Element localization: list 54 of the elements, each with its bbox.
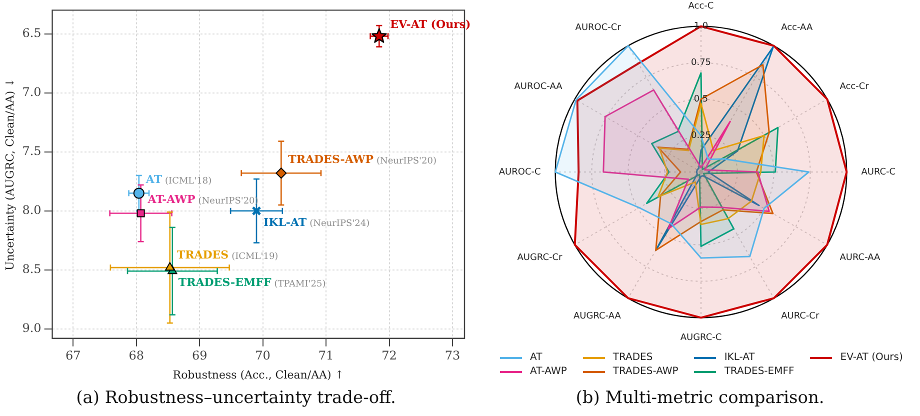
y-tick-label: 8.5 (22, 262, 42, 276)
point (276, 168, 287, 179)
series-label: TRADES-EMFF (178, 276, 272, 289)
series-label: IKL-AT (263, 216, 308, 229)
legend-label: AT (530, 352, 542, 363)
y-axis-title: Uncertainty (AUGRC, Clean/AA) ↓ (3, 78, 16, 270)
annotation: (NeurIPS'24) (310, 219, 370, 230)
legend-label: AT-AWP (530, 366, 567, 377)
spoke-label: AUROC-Cr (575, 23, 622, 34)
legend-label: IKL-AT (724, 352, 755, 363)
series-label: AT (144, 173, 163, 186)
point (133, 188, 144, 199)
spoke-label: AUROC-AA (514, 82, 564, 92)
y-tick-label: 1.0 (694, 22, 708, 32)
x-tick-label: 69 (192, 348, 208, 363)
y-tick-label: 7.0 (22, 84, 42, 99)
x-tick-label: 73 (444, 348, 460, 363)
y-tick-label: 6.5 (22, 26, 42, 40)
annotation: (TPAMI'25) (274, 279, 326, 290)
spoke-label: Acc-Cr (840, 82, 870, 92)
spoke-label: AUGRC-AA (573, 311, 622, 322)
spoke-label: AUROC-C (498, 167, 541, 178)
x-tick-label: 67 (66, 348, 81, 363)
series-label: AT-AWP (146, 193, 196, 206)
legend-label: TRADES-AWP (612, 366, 678, 377)
text: (a) Robustness–uncertainty trade-off. (75, 388, 397, 408)
annotation: (ICML'18) (165, 176, 212, 187)
series-label: TRADES-AWP (288, 152, 374, 166)
y-tick-label: 7.5 (22, 144, 42, 158)
x-tick-label: 71 (318, 348, 334, 363)
legend-label: EV-AT (Ours) (840, 352, 903, 363)
x-axis-title: Robustness (Acc., Clean/AA) ↑ (172, 368, 344, 382)
text: (b) Multi-metric comparison. (574, 388, 826, 408)
point (371, 28, 387, 43)
spoke-label: Acc-AA (781, 23, 814, 34)
spoke-label: AUGRC-C (680, 332, 722, 343)
point (165, 262, 175, 271)
y-tick-label: 0.75 (690, 58, 712, 68)
spoke-label: Acc-C (688, 2, 714, 12)
annotation: (NeurIPS'20) (376, 156, 436, 166)
legend-label: TRADES-EMFF (724, 366, 794, 377)
spoke-label: AURC-C (861, 167, 896, 178)
spoke-label: AURC-Cr (781, 311, 820, 322)
point (252, 206, 262, 216)
x-tick-label: 68 (128, 348, 144, 363)
y-tick-label: 9.0 (22, 321, 42, 336)
legend-label: TRADES (612, 352, 653, 363)
y-tick-label: 8.0 (22, 203, 42, 218)
series-label: TRADES (176, 248, 229, 262)
spoke-label: AUGRC-Cr (517, 252, 563, 263)
spoke-label: AURC-AA (840, 252, 882, 263)
annotation: (ICML'19) (232, 252, 278, 262)
x-tick-label: 70 (255, 348, 270, 363)
x-tick-label: 72 (382, 348, 397, 363)
